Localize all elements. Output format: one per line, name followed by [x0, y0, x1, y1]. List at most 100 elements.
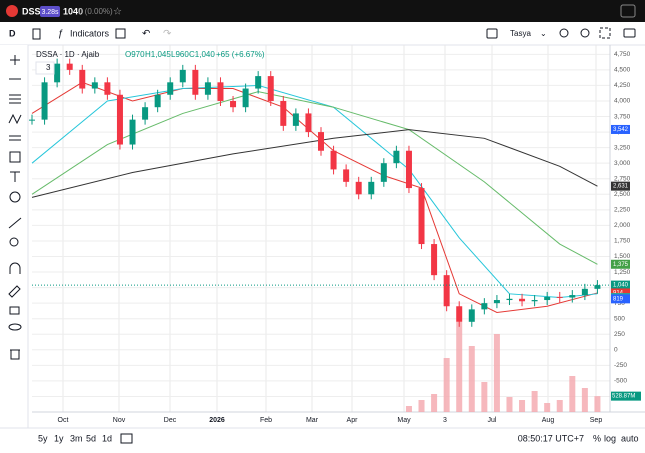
layout-arrow[interactable]: ⌄: [540, 29, 547, 38]
fib-tool[interactable]: [9, 94, 21, 104]
indicator-toggle[interactable]: [35, 61, 55, 75]
candle: [41, 82, 48, 120]
y-tick-label: 4,000: [614, 98, 631, 105]
favorite[interactable]: ☆: [113, 7, 122, 18]
candle: [343, 169, 350, 182]
candle: [456, 306, 463, 322]
indicators[interactable]: Indicators: [70, 28, 110, 38]
price-badge: [611, 181, 630, 191]
range-button[interactable]: 3m: [70, 433, 83, 443]
lock-tool[interactable]: [9, 306, 20, 315]
layout-select[interactable]: [486, 28, 498, 39]
candle: [255, 76, 262, 89]
log-toggle[interactable]: log: [604, 433, 616, 443]
candle: [129, 119, 136, 145]
indicator-count[interactable]: 3: [46, 63, 51, 72]
candle: [179, 69, 186, 83]
candle: [418, 188, 425, 245]
drawing-tools: [8, 55, 22, 360]
prediction-tool[interactable]: [9, 135, 21, 141]
x-tick-label: 2026: [209, 417, 225, 424]
hide-tool[interactable]: [8, 323, 22, 331]
shape-tool[interactable]: [9, 151, 21, 163]
range-button[interactable]: 5y: [38, 433, 48, 443]
percent-toggle[interactable]: %: [593, 433, 601, 443]
indicator-icon[interactable]: ƒ: [58, 29, 64, 40]
ruler-tool[interactable]: [8, 217, 22, 229]
candle: [204, 82, 211, 95]
candle: [569, 295, 576, 298]
date-range[interactable]: [120, 433, 133, 444]
layout-name[interactable]: Tasya: [510, 29, 531, 38]
y-tick-label: 3,000: [614, 160, 631, 167]
price-badge: [611, 259, 630, 269]
legend-low: L960: [171, 50, 189, 59]
candle: [79, 69, 86, 89]
x-tick-label: Sep: [590, 417, 603, 424]
magnet-tool[interactable]: [9, 262, 21, 274]
y-tick-label: 1,250: [614, 269, 631, 276]
volume-bar: [556, 400, 563, 412]
volume-bar: [531, 391, 538, 412]
price-badge: [611, 294, 630, 304]
top-bar: [0, 0, 645, 22]
x-tick-label: 3: [443, 417, 447, 424]
y-tick-label: 3,750: [614, 113, 631, 120]
volume-bar: [418, 400, 425, 412]
y-tick-label: 4,250: [614, 82, 631, 89]
price-badge-label: 819: [613, 296, 624, 302]
chart-type[interactable]: [32, 28, 41, 40]
candle: [280, 100, 287, 126]
volume-bar: [493, 334, 500, 412]
crosshair-tool[interactable]: [10, 55, 20, 65]
candle: [594, 285, 601, 289]
price-badge: [611, 280, 630, 290]
range-button[interactable]: 1d: [102, 433, 112, 443]
badge-bg: [40, 6, 60, 17]
candle: [330, 150, 337, 170]
y-tick-label: 2,750: [614, 175, 631, 182]
moving-average: [31, 84, 598, 299]
redo[interactable]: ↷: [163, 29, 172, 40]
legend-high: H1,045: [145, 50, 171, 59]
snapshot[interactable]: [623, 28, 636, 38]
volume-bar: [519, 400, 526, 412]
legend-title: DSSA · 1D · Ajaib: [36, 50, 100, 59]
y-tick-label: 1,750: [614, 238, 631, 245]
candle: [305, 113, 312, 133]
stay-drawing[interactable]: [8, 285, 21, 298]
candle: [355, 181, 362, 195]
fullscreen[interactable]: [599, 27, 611, 39]
candle: [544, 296, 551, 301]
symbol[interactable]: DSSA: [22, 6, 48, 16]
volume-badge: [611, 391, 641, 401]
expand[interactable]: [620, 4, 636, 18]
y-tick-label: 250: [614, 331, 625, 338]
y-tick-label: 3,250: [614, 144, 631, 151]
candle: [531, 300, 538, 302]
interval[interactable]: D: [9, 28, 16, 38]
last-price: 1040: [63, 6, 83, 16]
undo[interactable]: ↶: [142, 29, 150, 40]
y-tick-label: 750: [614, 300, 625, 307]
icon-tool[interactable]: [9, 191, 21, 203]
remove-tool[interactable]: [10, 349, 20, 360]
range-button[interactable]: 5d: [86, 433, 96, 443]
candle: [443, 275, 450, 307]
x-tick-label: Oct: [58, 417, 69, 424]
text-tool[interactable]: [10, 171, 20, 182]
price-badge-label: 1,040: [613, 283, 629, 289]
settings[interactable]: [580, 28, 590, 38]
plot: Oct Nov Dec 2026 Feb Mar Apr May 3 Jul Aug Sep 4,750…: [29, 45, 645, 424]
zoom-tool[interactable]: [9, 237, 19, 247]
y-tick-label: 0: [614, 347, 618, 354]
alert[interactable]: [559, 28, 569, 38]
pattern-tool[interactable]: [8, 113, 22, 125]
price-badge-label: 1,375: [613, 262, 629, 268]
badge: 3.28s: [41, 9, 59, 16]
templates[interactable]: [115, 28, 126, 39]
auto-toggle[interactable]: auto: [621, 433, 639, 443]
range-button[interactable]: 1y: [54, 433, 64, 443]
